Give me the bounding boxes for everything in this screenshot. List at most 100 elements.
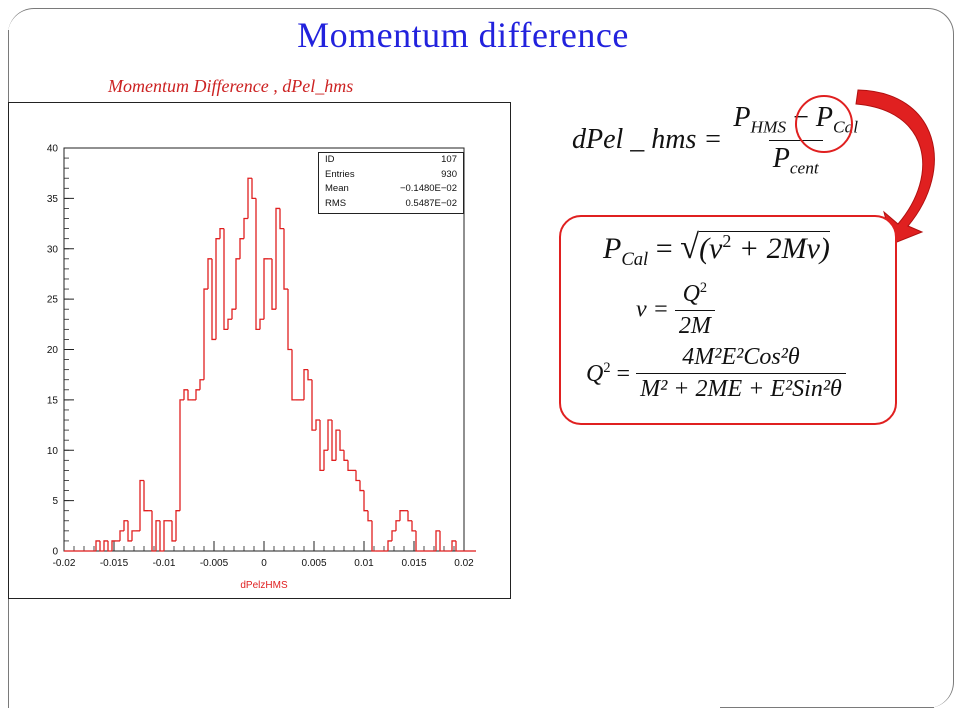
- histogram-bin: [435, 530, 440, 551]
- symbol-p: P: [733, 102, 751, 133]
- y-tick-label: 0: [52, 547, 58, 558]
- histogram-bin: [163, 520, 168, 551]
- formula-pcal: PCal = √(ν2 + 2Mν): [603, 228, 830, 271]
- histogram-bin: [323, 449, 328, 471]
- histogram-bin: [387, 540, 392, 551]
- histogram-bin: [343, 450, 348, 461]
- histogram-bin: [347, 460, 352, 472]
- nu-term: (ν: [699, 232, 723, 265]
- histogram-bin: [359, 480, 364, 492]
- histogram-bin: [251, 178, 256, 200]
- superscript-2: 2: [699, 280, 708, 296]
- histogram-bin: [215, 238, 220, 340]
- histogram-bin: [99, 540, 104, 552]
- histogram-bin: [107, 540, 112, 552]
- symbol-q: Q: [682, 281, 700, 307]
- histogram-bin: [275, 207, 280, 310]
- x-tick-label: 0.02: [454, 558, 474, 569]
- histogram-bin: [127, 520, 132, 542]
- equals-sign: =: [648, 232, 681, 265]
- stats-row-rms: RMS 0.5487E−02: [319, 197, 463, 212]
- histogram-bin: [243, 217, 248, 239]
- histogram-bin: [175, 510, 180, 541]
- nu-numerator: Q2: [679, 280, 712, 310]
- formula-denominator: Pcent: [768, 139, 823, 179]
- histogram-bin: [279, 208, 284, 230]
- y-tick-label: 20: [47, 345, 59, 356]
- nu-lhs: ν =: [636, 296, 675, 323]
- histogram-bin: [223, 228, 228, 330]
- histogram-bin: [119, 530, 124, 541]
- histogram-bin: [311, 379, 316, 431]
- equals-sign: =: [610, 360, 637, 387]
- stats-value: 930: [441, 168, 457, 180]
- histogram-bin: [255, 198, 260, 330]
- histogram-bin: [111, 540, 116, 551]
- histogram-bin: [155, 520, 160, 551]
- y-tick-label: 10: [47, 446, 59, 457]
- stats-value: 107: [441, 154, 457, 165]
- symbol-p: P: [772, 142, 790, 174]
- histogram-chart: -0.02 -0.015 -0.01 -0.005 0 0.005 0.01 0.015 0.0…: [47, 144, 476, 591]
- histogram-bin: [263, 258, 268, 320]
- superscript-2: 2: [603, 359, 611, 376]
- histogram-bin: [283, 228, 288, 290]
- y-tick-label: 35: [47, 194, 59, 205]
- histogram-bin: [319, 420, 324, 472]
- histogram-bin: [123, 520, 128, 531]
- x-tick-label: -0.015: [100, 558, 129, 569]
- highlight-circle: [795, 95, 853, 153]
- histogram-bin: [239, 238, 244, 259]
- histogram-bin: [367, 510, 372, 522]
- x-tick-label: 0.01: [354, 558, 374, 569]
- histogram-bin: [103, 540, 108, 551]
- histogram-bin: [235, 258, 240, 310]
- histogram-bin: [307, 369, 312, 381]
- histogram-bin: [219, 227, 224, 239]
- subscript-hms: HMS: [750, 117, 787, 137]
- sqrt-argument: (ν2 + 2Mν): [699, 231, 830, 265]
- histogram-bin: [363, 490, 368, 512]
- x-tick-label: 0.015: [401, 558, 426, 569]
- histogram-bin: [327, 419, 332, 451]
- nu-fraction: Q2 2M: [674, 280, 715, 340]
- histogram-bin: [95, 540, 100, 551]
- q2-fraction: 4M²E²Cos²θ M² + 2ME + E²Sin²θ: [636, 344, 846, 403]
- histogram-bin: [439, 530, 444, 552]
- stats-value: −0.1480E−02: [399, 183, 457, 194]
- histogram-bin: [199, 379, 204, 390]
- histogram-bin: [407, 510, 412, 522]
- histogram-bin: [151, 510, 156, 552]
- subscript-cal: Cal: [621, 249, 649, 270]
- formula-dpel-hms: dPel _ hms = PHMS − PCal Pcent: [572, 102, 862, 178]
- stats-label: RMS: [325, 197, 347, 209]
- formula-lhs: dPel _ hms =: [572, 124, 723, 156]
- slide-bottom-border: [720, 707, 934, 708]
- histogram-bin: [455, 540, 460, 552]
- stats-row-id: ID 107: [319, 153, 463, 168]
- formula-q2: Q2 = 4M²E²Cos²θ M² + 2ME + E²Sin²θ: [586, 344, 846, 403]
- histogram-bin: [247, 177, 252, 219]
- histogram-bin: [195, 389, 200, 400]
- x-axis-label: dPelzHMS: [240, 580, 288, 591]
- q2-numerator: 4M²E²Cos²θ: [682, 344, 800, 370]
- histogram-bin: [331, 420, 336, 461]
- histogram-bin: [315, 419, 320, 431]
- q2-lhs: Q2 =: [586, 359, 637, 387]
- histogram-bin: [339, 430, 344, 451]
- histogram-bin: [203, 288, 208, 380]
- x-tick-label: -0.01: [153, 558, 176, 569]
- twomnu-term: + 2Mν): [731, 232, 830, 265]
- histogram-bin: [143, 480, 148, 512]
- q2-denominator: M² + 2ME + E²Sin²θ: [636, 373, 846, 403]
- histogram-bin: [171, 520, 176, 542]
- y-tick-label: 30: [47, 244, 59, 255]
- histogram-bin: [415, 530, 420, 552]
- histogram-bin: [451, 540, 456, 551]
- stats-label: Mean: [325, 183, 349, 194]
- x-tick-label: 0: [261, 558, 267, 569]
- histogram-bin: [259, 318, 264, 330]
- y-tick-label: 15: [47, 395, 59, 406]
- stats-value: 0.5487E−02: [405, 197, 457, 209]
